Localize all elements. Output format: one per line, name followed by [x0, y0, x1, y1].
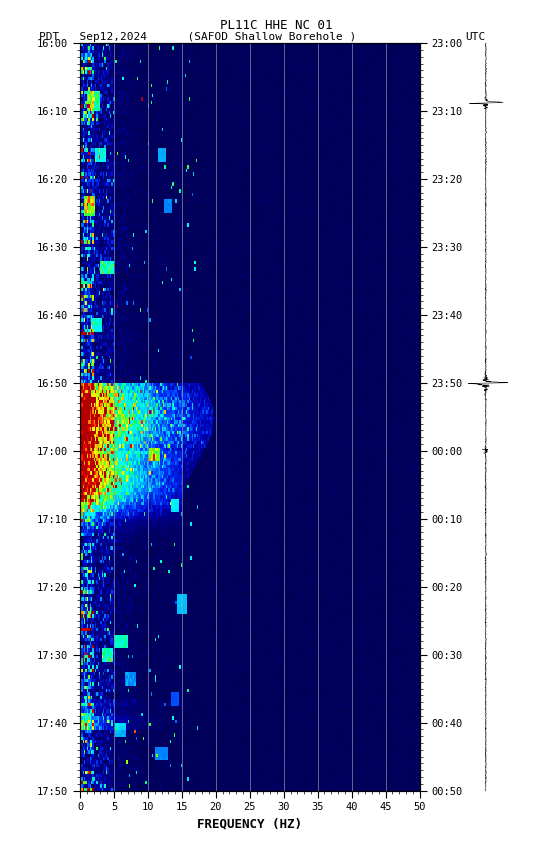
- X-axis label: FREQUENCY (HZ): FREQUENCY (HZ): [197, 818, 302, 831]
- Text: PDT   Sep12,2024      (SAFOD Shallow Borehole ): PDT Sep12,2024 (SAFOD Shallow Borehole ): [39, 32, 356, 42]
- Text: PL11C HHE NC 01: PL11C HHE NC 01: [220, 19, 332, 32]
- Text: UTC: UTC: [465, 32, 486, 42]
